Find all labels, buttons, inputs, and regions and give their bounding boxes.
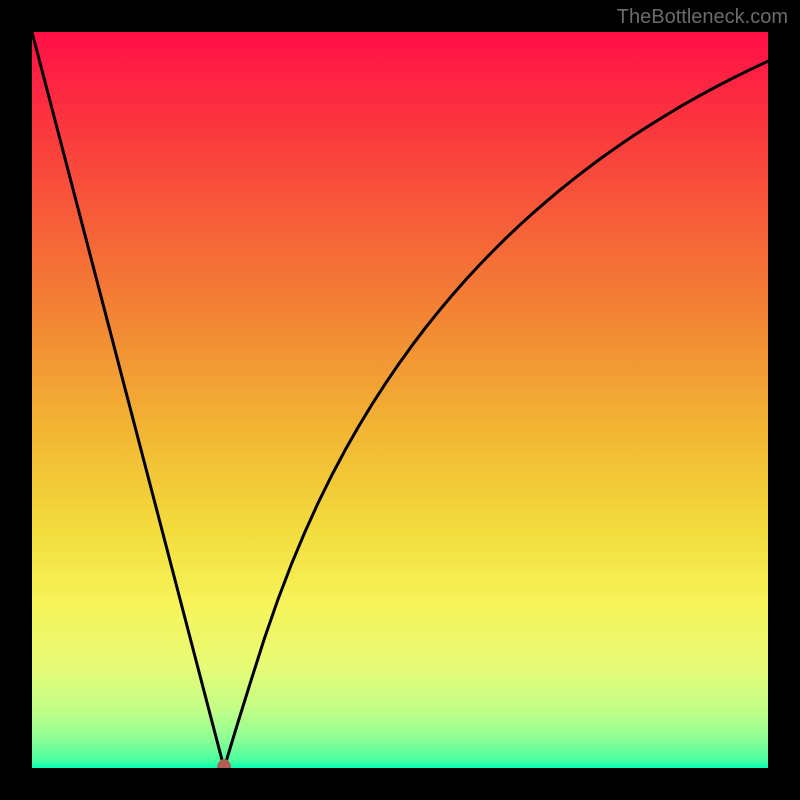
chart-container: TheBottleneck.com bbox=[0, 0, 800, 800]
chart-svg bbox=[32, 32, 768, 768]
watermark-text: TheBottleneck.com bbox=[617, 6, 788, 29]
plot-area bbox=[32, 32, 768, 768]
gradient-background bbox=[32, 32, 768, 768]
